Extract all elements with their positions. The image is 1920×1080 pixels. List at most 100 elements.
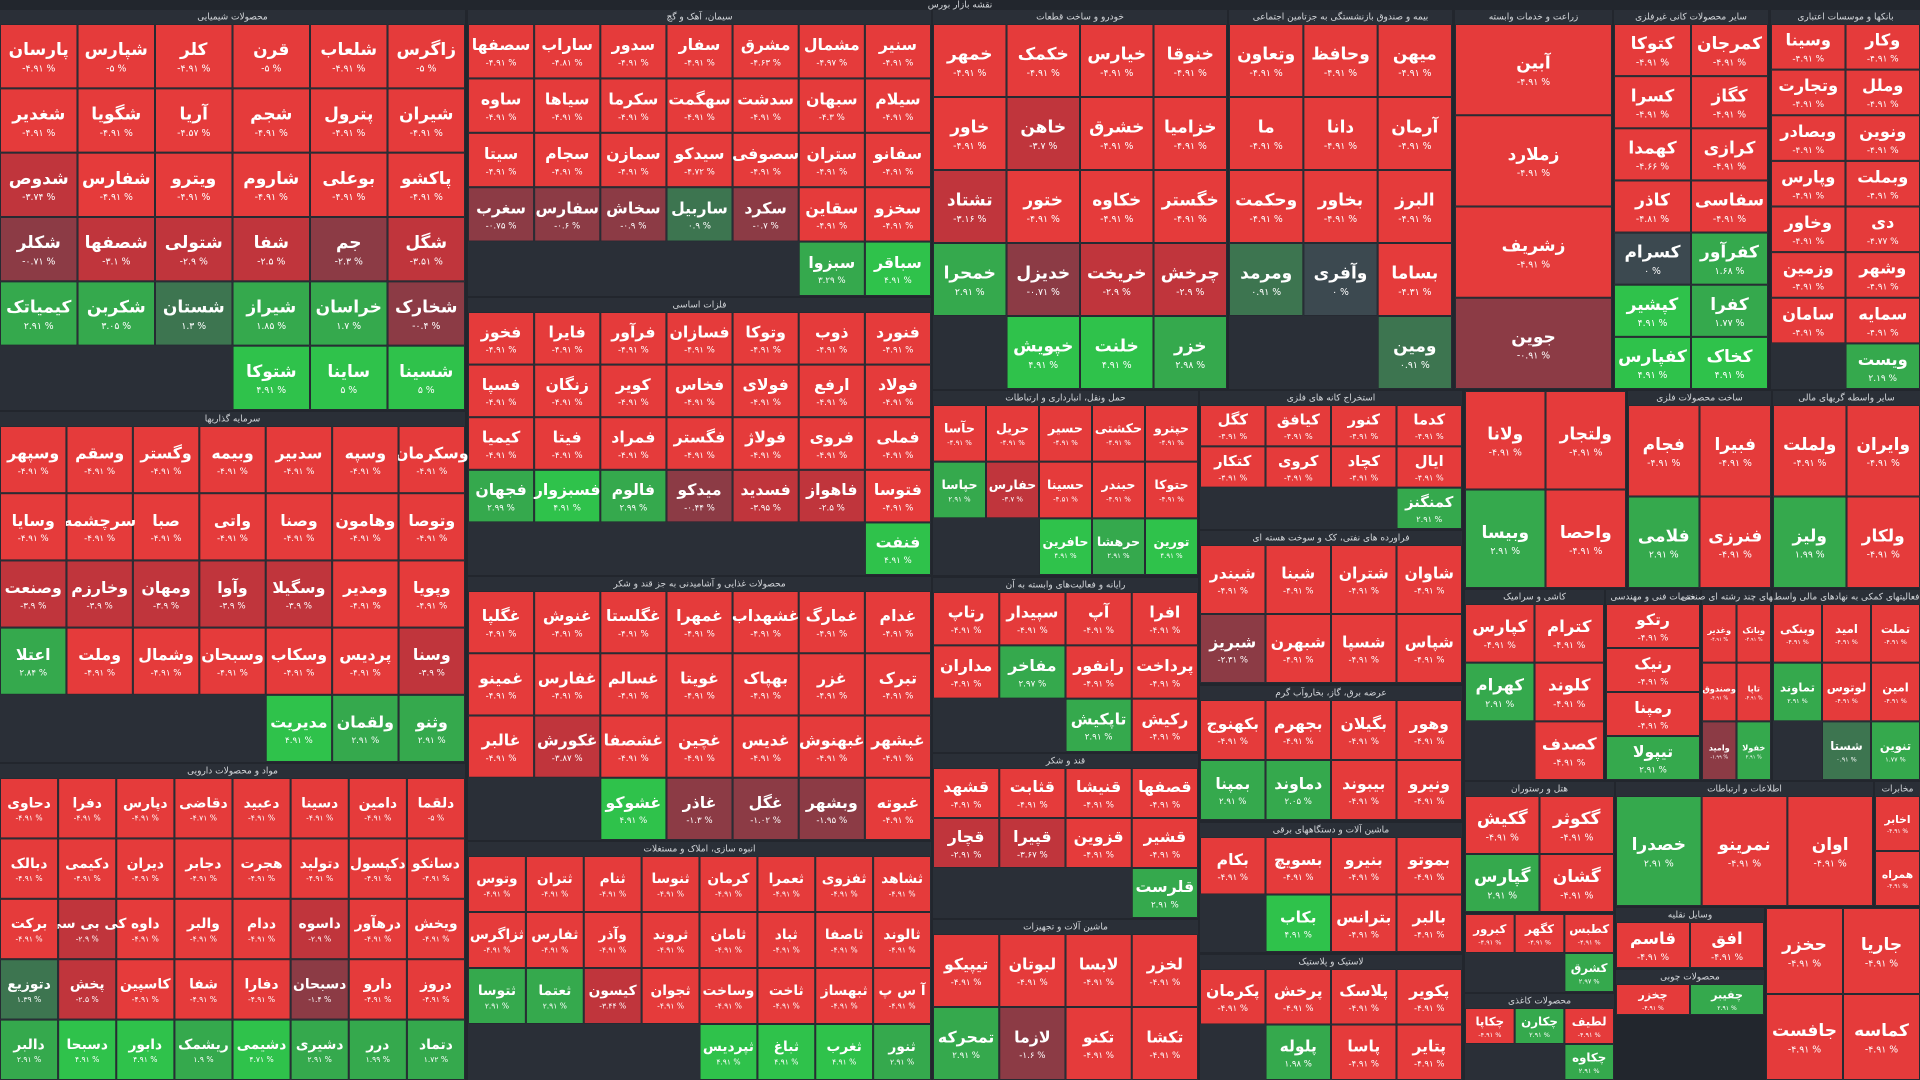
- tile: [1702, 663, 1736, 721]
- tile: [1039, 462, 1092, 518]
- ticker: پلاسک: [1339, 982, 1388, 1001]
- change-label: -۴.۹۱ %: [1710, 696, 1728, 702]
- change-label: -۴.۹۱ %: [1349, 431, 1378, 441]
- ticker: کاسپین: [120, 977, 172, 993]
- change-label: -۴.۹۱ %: [1283, 587, 1313, 597]
- sector-title: عرضه برق، گاز، بخاروآب گرم: [1275, 687, 1386, 699]
- ticker: ولکار: [1861, 526, 1905, 546]
- tile: [0, 426, 66, 493]
- tile: [534, 653, 600, 715]
- change-label: -۴.۹۱ %: [831, 945, 858, 954]
- change-label: -۴.۹۱ %: [715, 1001, 742, 1010]
- ticker: لبوتان: [1009, 954, 1057, 973]
- tile: [133, 426, 199, 493]
- change-label: -۴.۹۱ %: [951, 800, 982, 810]
- sector-title: فراورده های نفتی، کک و سوخت هسته ای: [1252, 534, 1409, 544]
- change-label: -۴.۹۱ %: [332, 192, 365, 203]
- ticker: وپویا: [413, 578, 451, 598]
- change-label: -۱.۰۲ %: [750, 816, 781, 826]
- ticker: مدیریت: [270, 712, 327, 731]
- ticker: آپ: [1088, 602, 1110, 623]
- change-label: -۴.۹۱ %: [883, 59, 914, 69]
- tile: [1871, 663, 1920, 721]
- change-label: ۴.۹۱ %: [1285, 930, 1312, 940]
- tile: [1766, 994, 1843, 1080]
- tile: [1200, 969, 1265, 1024]
- tile: [1614, 76, 1691, 128]
- tile: [526, 968, 584, 1024]
- change-label: -۴.۹۱ %: [750, 167, 781, 177]
- change-label: -۴.۹۱ %: [1528, 938, 1551, 946]
- tile: [78, 217, 155, 281]
- tile: [933, 934, 999, 1007]
- change-label: -۴.۹۱ %: [773, 1001, 800, 1010]
- change-label: -۴.۹۱ %: [1174, 141, 1207, 152]
- ticker: فلامی: [1638, 526, 1690, 546]
- change-label: -۴.۹۱ %: [1792, 191, 1824, 201]
- ticker: کروی: [1278, 453, 1319, 470]
- change-label: -۴.۹۱ %: [1578, 938, 1601, 946]
- tile: [1132, 699, 1198, 752]
- change-label: ۴.۹۱ %: [884, 276, 912, 286]
- ticker: خاور: [949, 118, 989, 138]
- change-label: -۲.۹۱ %: [951, 850, 982, 860]
- change-label: -۴.۷۷ %: [1867, 237, 1899, 247]
- tile: [0, 153, 77, 217]
- tile: [666, 78, 733, 133]
- ticker: امین: [1882, 680, 1908, 695]
- tile: [1007, 170, 1080, 243]
- change-label: -۴.۹۱ %: [132, 934, 159, 943]
- change-label: -۴.۹۱ %: [1647, 458, 1680, 469]
- ticker: ثتوسا: [478, 983, 516, 999]
- change-label: -۴.۹۱ %: [1083, 850, 1114, 860]
- ticker: شستان: [163, 298, 225, 318]
- tile: [407, 838, 465, 899]
- ticker: افرا: [1149, 603, 1180, 622]
- ticker: ددام: [247, 916, 276, 932]
- tile: [66, 493, 133, 560]
- change-label: -۴.۹۱ %: [1553, 641, 1586, 651]
- change-label: -۴.۹۱ %: [1284, 431, 1313, 441]
- change-label: -۴.۹۱ %: [618, 59, 649, 69]
- change-label: -۴.۹۱ %: [1349, 1059, 1379, 1069]
- sector-title: هتل و رستوران: [1511, 785, 1568, 795]
- change-label: ۴.۹۱ %: [716, 1057, 740, 1066]
- change-label: -۴.۹۱ %: [618, 629, 649, 639]
- tile: [642, 968, 699, 1024]
- change-label: ۱.۷ %: [336, 321, 361, 332]
- tile: [1846, 70, 1920, 115]
- ticker: وکار: [1864, 31, 1900, 50]
- change-label: -۱.۹۵ %: [816, 816, 847, 826]
- change-label: -۴.۹۱ %: [248, 934, 275, 943]
- ticker: مشرق: [741, 35, 791, 54]
- change-label: -۴.۹۱ %: [217, 669, 248, 679]
- change-label: ۲.۹۱ %: [1649, 550, 1679, 561]
- ticker: وبصادر: [1779, 122, 1836, 141]
- change-label: ۲.۹۱ %: [17, 1055, 41, 1064]
- tile: [1771, 252, 1845, 298]
- change-label: -۴.۹۱ %: [22, 128, 55, 139]
- tile: [600, 365, 666, 417]
- ticker: وباتک: [1742, 625, 1765, 635]
- ticker: پخش: [70, 977, 105, 993]
- ticker: کویر: [615, 375, 652, 394]
- tile: [174, 778, 232, 838]
- ticker: شدوص: [9, 169, 69, 189]
- tile: [291, 838, 349, 899]
- change-label: ۰.۹ %: [688, 222, 711, 232]
- change-label: -۴.۹۱ %: [1814, 858, 1847, 869]
- change-label: -۴.۹۱ %: [1710, 637, 1728, 643]
- ticker: کبرور: [1472, 922, 1506, 937]
- ticker: حرهشا: [1097, 534, 1140, 549]
- change-label: -۴.۹۱ %: [1414, 656, 1444, 666]
- tile: [933, 243, 1006, 316]
- change-label: -۴.۹۱ %: [1867, 191, 1899, 201]
- tile: [1843, 994, 1920, 1080]
- tile: [1200, 545, 1265, 614]
- change-label: -۴.۹۱ %: [889, 1001, 916, 1010]
- change-label: -۴.۹۱ %: [1553, 700, 1586, 710]
- ticker: وآذر: [598, 926, 627, 943]
- change-label: -۴.۳۱ %: [1398, 287, 1431, 298]
- sector-title: سایر محصولات کانی غیرفلزی: [1635, 13, 1747, 23]
- ticker: صبا: [152, 511, 180, 530]
